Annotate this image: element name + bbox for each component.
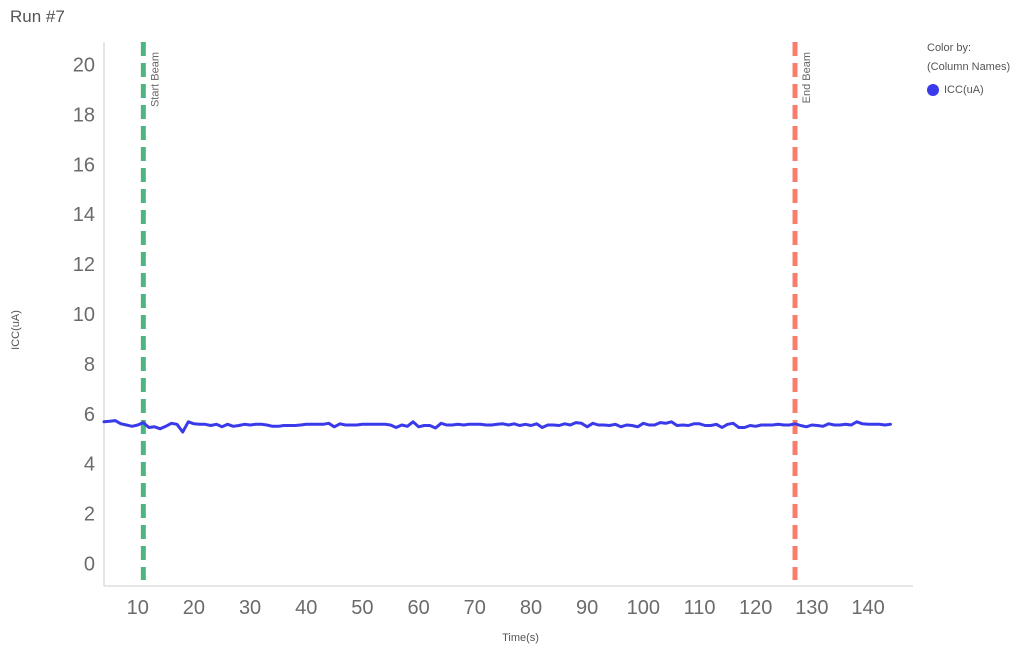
marker-lines: Start Beam End Beam	[140, 42, 813, 580]
y-tick-label: 4	[84, 454, 95, 476]
x-tick-label: 30	[239, 597, 261, 619]
x-axis-label: Time(s)	[502, 632, 539, 644]
x-tick-label: 90	[576, 597, 598, 619]
marker-label: Start Beam	[149, 52, 161, 107]
marker-label: End Beam	[801, 52, 813, 103]
x-tick-label: 50	[351, 597, 373, 619]
y-tick-label: 16	[73, 154, 95, 176]
y-tick-label: 18	[73, 104, 95, 126]
tick-labels: 10 20 30 40 50 60 70 80 90 100 110 120 130 140 0 2 4 6 8 10…	[73, 54, 885, 619]
x-tick-label: 20	[183, 597, 205, 619]
y-tick-label: 14	[73, 204, 95, 226]
y-tick-label: 6	[84, 404, 95, 426]
legend-column-label[interactable]: (Column Names)	[927, 61, 1011, 73]
x-tick-label: 10	[127, 597, 149, 619]
legend-swatch-icon	[927, 84, 939, 96]
x-tick-label: 40	[295, 597, 317, 619]
x-tick-label: 120	[739, 597, 772, 619]
x-tick-label: 60	[407, 597, 429, 619]
x-tick-label: 80	[520, 597, 542, 619]
y-tick-label: 10	[73, 304, 95, 326]
page-title: Run #7	[10, 7, 65, 26]
x-tick-label: 140	[851, 597, 884, 619]
y-tick-label: 12	[73, 254, 95, 276]
y-tick-label: 20	[73, 54, 95, 76]
legend-item-label: ICC(uA)	[944, 84, 984, 96]
y-tick-label: 8	[84, 354, 95, 376]
legend-color-by-label: Color by:	[927, 42, 972, 54]
y-tick-label: 2	[84, 504, 95, 526]
x-tick-label: 100	[627, 597, 660, 619]
x-tick-label: 70	[464, 597, 486, 619]
x-tick-label: 110	[684, 597, 716, 619]
axes	[103, 42, 913, 587]
x-tick-label: 130	[795, 597, 828, 619]
y-axis-label: ICC(uA)	[10, 310, 22, 350]
series-line[interactable]	[102, 419, 892, 434]
legend: Color by: (Column Names) ICC(uA)	[927, 39, 1010, 96]
legend-item-icc[interactable]: ICC(uA)	[927, 84, 1010, 96]
y-tick-label: 0	[84, 554, 95, 576]
series-group	[102, 419, 892, 434]
